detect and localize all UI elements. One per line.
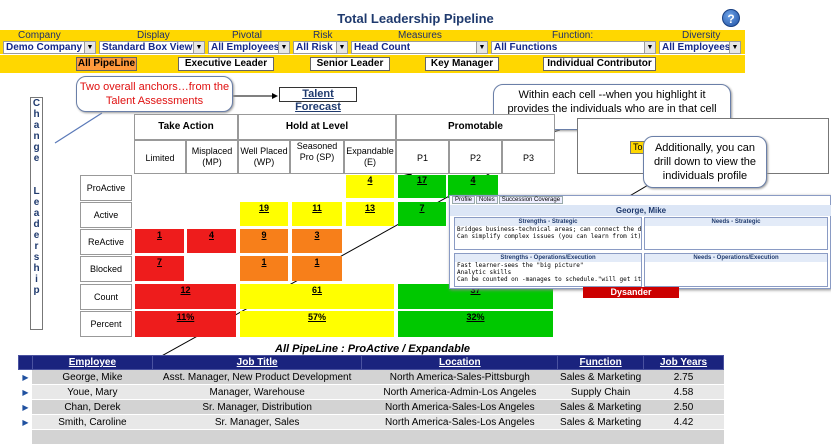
drill-callout: Additionally, you can drill down to view… [643,136,767,188]
filter-label-pivotal: Pivotal [232,30,263,41]
group-hold-at-level: Hold at Level [238,114,396,140]
col-expandable: Expandable (E) [344,140,396,174]
percent-hold-at-level[interactable]: 57% [240,311,394,337]
cell-proactive-p1[interactable]: 17 [398,175,446,198]
anchors-callout: Two overall anchors…from the Talent Asse… [76,76,233,112]
cell-blocked-limited[interactable]: 7 [135,256,184,281]
filter-label-measures: Measures [398,30,442,41]
row-reactive: ReActive [80,229,132,255]
list-title: All PipeLine : ProActive / Expandable [275,343,470,355]
row-blocked: Blocked [80,256,132,282]
row-expand-icon[interactable]: ▶ [18,384,33,400]
filter-label-function: Function: [552,30,594,41]
filter-label-company: Company [18,30,61,41]
cell-reactive-wp[interactable]: 9 [240,229,288,253]
cell-reactive-mp[interactable]: 4 [187,229,236,253]
tab-individual-contributor[interactable]: Individual Contributor [543,57,656,71]
row-expand-icon[interactable]: ▶ [18,399,33,415]
col-misplaced: Misplaced (MP) [186,140,238,174]
col-well-placed: Well Placed (WP) [238,140,290,174]
cell-active-sp[interactable]: 11 [292,202,342,226]
table-row [18,429,724,445]
page-title: Total Leadership Pipeline [337,11,494,26]
diversity-select[interactable]: All Employees ▼ [659,41,741,54]
filter-label-diversity: Diversity [682,30,721,41]
cell-proactive-p2[interactable]: 4 [448,175,498,198]
percent-take-action[interactable]: 11% [135,311,236,337]
row-expand-icon[interactable]: ▶ [18,414,33,430]
chevron-down-icon: ▼ [193,42,204,53]
help-icon[interactable]: ? [722,9,740,27]
header-function[interactable]: Function [557,355,645,370]
row-percent: Percent [80,311,132,337]
popup-tab-profile[interactable]: Profile [452,196,476,204]
col-limited: Limited [134,140,186,174]
row-active: Active [80,202,132,228]
percent-promotable[interactable]: 32% [398,311,553,337]
table-row[interactable]: ▶ George, Mike Asst. Manager, New Produc… [18,369,724,385]
strengths-strategic-box: Strengths - Strategic Bridges business-t… [454,217,642,250]
strengths-ops-box: Strengths - Operations/Execution Fast le… [454,253,642,287]
header-employee[interactable]: Employee [31,355,153,370]
popup-tabs: Profile Notes Succession Coverage [452,196,564,204]
profile-popup: Profile Notes Succession Coverage George, … [449,195,831,289]
chevron-down-icon: ▼ [729,42,740,53]
cell-reactive-limited[interactable]: 1 [135,229,184,253]
tab-all-pipeline[interactable]: All PipeLine [76,57,137,71]
group-promotable: Promotable [396,114,555,140]
chevron-down-icon: ▼ [644,42,655,53]
filter-label-display: Display [137,30,170,41]
table-row[interactable]: ▶ Youe, Mary Manager, Warehouse North Am… [18,384,724,400]
table-row[interactable]: ▶ Chan, Derek Sr. Manager, Distribution … [18,399,724,415]
talent-forecast-link[interactable]: Talent Forecast [279,87,357,113]
header-job-title[interactable]: Job Title [151,355,363,370]
employee-table: Employee Job Title Location Function Job… [18,355,724,445]
company-select[interactable]: Demo Company ▼ [3,41,96,54]
filter-label-risk: Risk [313,30,333,41]
count-hold-at-level[interactable]: 61 [240,284,394,309]
function-select[interactable]: All Functions ▼ [491,41,656,54]
row-proactive: ProActive [80,175,132,201]
cell-active-expandable[interactable]: 13 [346,202,394,226]
tab-key-manager[interactable]: Key Manager [425,57,499,71]
col-p3: P3 [502,140,555,174]
cell-proactive-expandable[interactable]: 4 [346,175,394,198]
popup-tab-notes[interactable]: Notes [476,196,498,204]
cell-blocked-wp[interactable]: 1 [240,256,288,281]
needs-strategic-box: Needs - Strategic [644,217,828,250]
measures-select[interactable]: Head Count ▼ [351,41,488,54]
dysander-badge: Dysander [583,287,679,298]
popup-tab-succession[interactable]: Succession Coverage [498,196,564,204]
col-seasoned-pro: Seasoned Pro (SP) [290,140,344,174]
header-spacer [18,355,33,370]
tab-senior-leader[interactable]: Senior Leader [310,57,390,71]
col-p1: P1 [396,140,449,174]
header-location[interactable]: Location [361,355,559,370]
chevron-down-icon: ▼ [278,42,289,53]
pivotal-select[interactable]: All Employees ▼ [208,41,290,54]
count-take-action[interactable]: 12 [135,284,236,309]
cell-blocked-sp[interactable]: 1 [292,256,342,281]
chevron-down-icon: ▼ [84,42,95,53]
chevron-down-icon: ▼ [476,42,487,53]
needs-ops-box: Needs - Operations/Execution [644,253,828,287]
cell-active-wp[interactable]: 19 [240,202,288,226]
popup-employee-name: George, Mike [450,205,831,216]
risk-select[interactable]: All Risk ▼ [293,41,348,54]
table-row[interactable]: ▶ Smith, Caroline Sr. Manager, Sales Nor… [18,414,724,430]
col-p2: P2 [449,140,502,174]
row-expand-icon[interactable]: ▶ [18,369,33,385]
tab-executive-leader[interactable]: Executive Leader [178,57,274,71]
group-take-action: Take Action [134,114,238,140]
cell-active-p1[interactable]: 7 [398,202,446,226]
cell-reactive-sp[interactable]: 3 [292,229,342,253]
row-count: Count [80,284,132,310]
chevron-down-icon: ▼ [336,42,347,53]
display-select[interactable]: Standard Box View ▼ [99,41,205,54]
header-job-years[interactable]: Job Years [643,355,724,370]
